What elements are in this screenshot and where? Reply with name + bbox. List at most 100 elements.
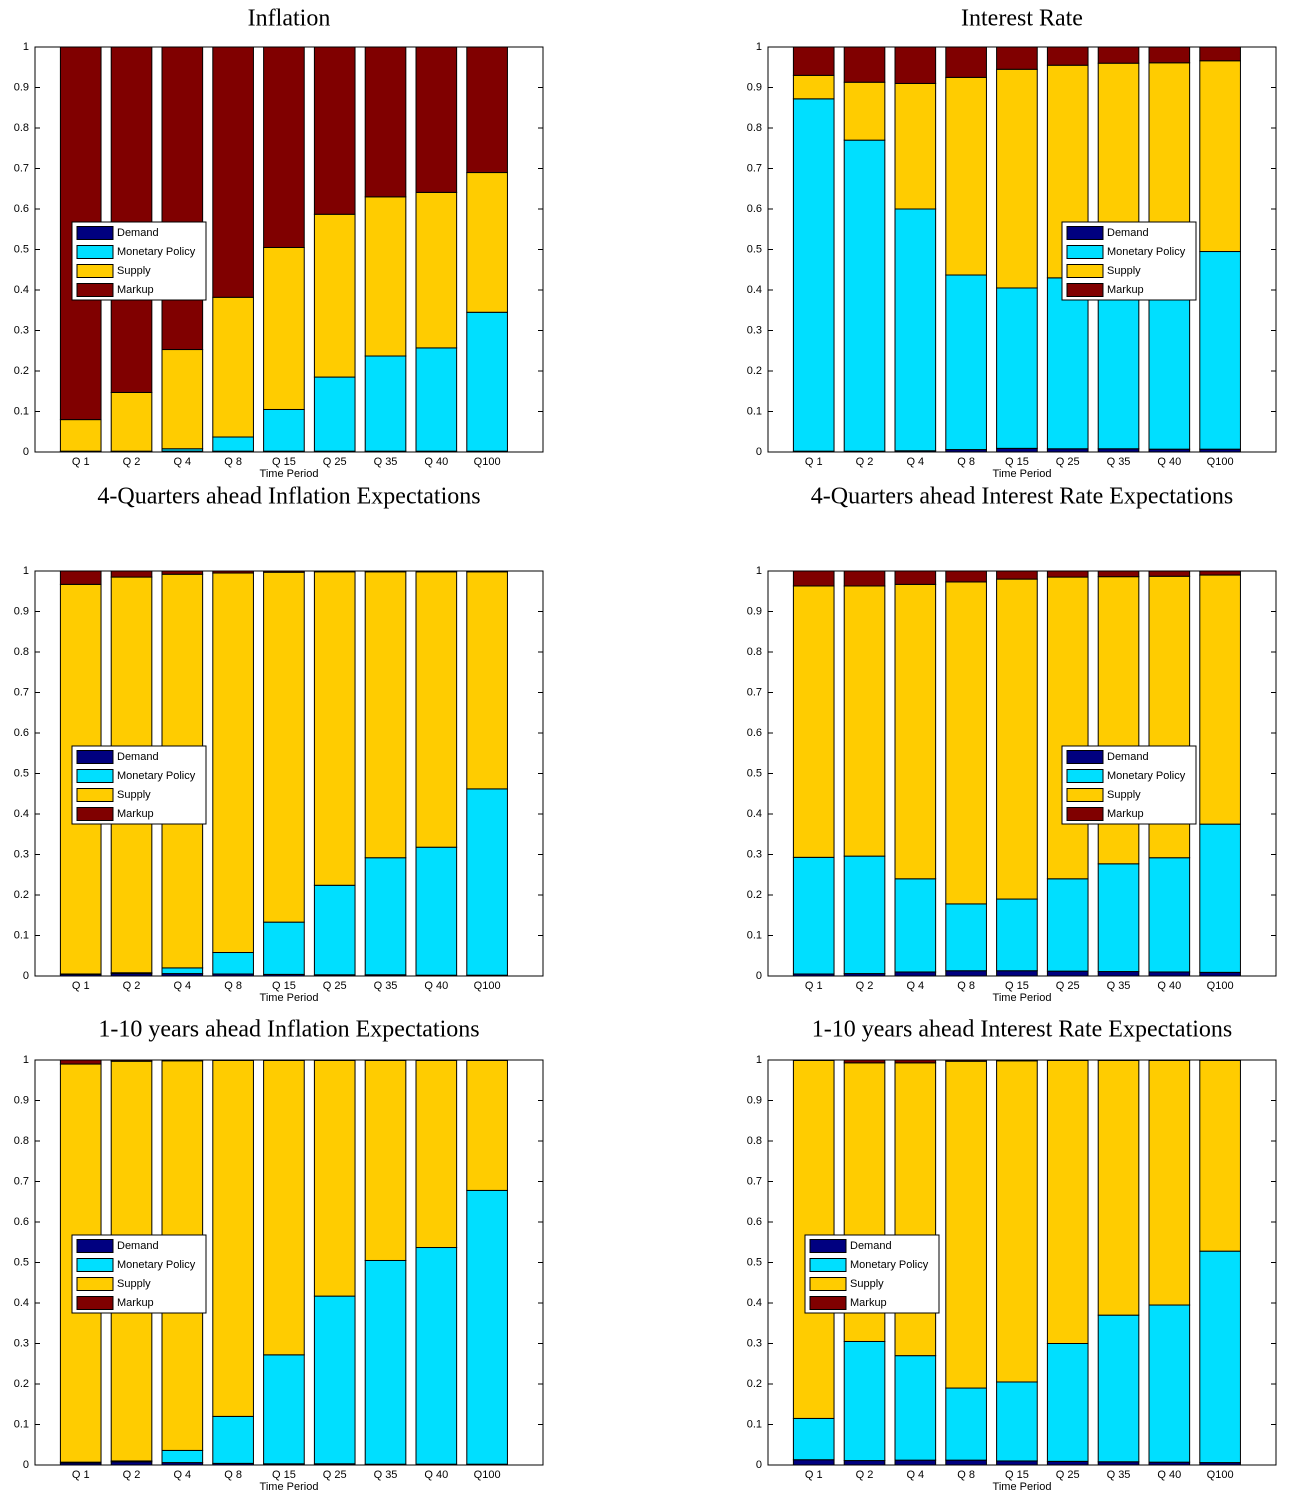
x-axis-label: Time Period [260,992,319,1004]
bar-segment [792,1459,835,1466]
bar-segment [894,971,937,977]
x-tick-label: Q 8 [957,456,975,468]
y-tick-label: 1 [23,41,29,53]
bar-segment [996,1060,1038,1383]
bar-segment [894,1459,937,1466]
bar-segment [1097,277,1140,450]
legend-label: Demand [117,1240,159,1252]
bar-segment [263,1059,305,1356]
bar-segment [843,585,886,857]
y-tick-label: 0.9 [14,1094,29,1106]
bar-segment [313,571,356,886]
x-tick-label: Q 40 [424,1469,448,1481]
bar-segment [415,846,458,976]
y-tick-label: 0.3 [747,848,762,860]
y-tick-label: 0.2 [14,889,29,901]
bar-segment [945,903,987,972]
y-tick-label: 0.9 [14,81,29,93]
legend-swatch [809,1296,847,1310]
y-tick-label: 0.7 [14,686,29,698]
legend-label: Monetary Policy [850,1259,929,1271]
y-tick-label: 0.5 [747,767,762,779]
chart-title: 1-10 years ahead Interest Rate Expectati… [812,1017,1233,1043]
y-tick-label: 0.8 [14,122,29,134]
bar-segment [212,572,254,954]
bar-segment [792,570,835,587]
legend-swatch [76,226,114,240]
bar-segment [1046,576,1089,880]
bar-segment [894,583,937,880]
x-tick-label: Q 35 [374,1469,398,1481]
bar-segment [1097,1059,1140,1316]
legend-swatch [1066,283,1104,297]
x-tick-label: Q 25 [1056,1469,1080,1481]
y-tick-label: 0.5 [747,1256,762,1268]
bar-segment [212,296,254,438]
legend-label: Monetary Policy [117,1259,196,1271]
legend-swatch [76,245,114,259]
y-tick-label: 0.8 [747,646,762,658]
bar-segment [792,1417,835,1461]
x-tick-label: Q 15 [1005,980,1029,992]
legend-swatch [76,788,114,802]
x-tick-label: Q 40 [1157,980,1181,992]
bar-segment [212,952,254,975]
y-tick-label: 0.2 [14,1378,29,1390]
x-tick-label: Q 2 [856,1469,874,1481]
x-tick-label: Q 8 [224,1469,242,1481]
y-tick-label: 0.7 [747,162,762,174]
bar-segment [792,585,835,858]
bar-segment [212,46,254,298]
legend-label: Supply [1107,789,1141,801]
panel: 4-Quarters ahead Inflation Expectations 0… [14,484,544,1004]
x-tick-label: Q 25 [323,1469,347,1481]
y-tick-label: 0.6 [14,1216,29,1228]
bar-segment [1046,1460,1089,1466]
bar-segment [1097,971,1140,977]
legend-swatch [809,1277,847,1291]
bar-segment [59,1059,102,1065]
bar-segment [263,46,305,248]
x-tick-label: Q 1 [72,980,90,992]
legend-swatch [809,1239,847,1253]
y-tick-label: 0.5 [14,1256,29,1268]
bar-segment [996,287,1038,449]
bar-segment [996,898,1038,972]
x-axis-label: Time Period [260,1481,319,1493]
y-tick-label: 0.9 [14,605,29,617]
x-tick-label: Q 1 [805,456,823,468]
y-tick-label: 0.4 [747,808,762,820]
bar-segment [364,196,407,357]
bar-segment [1199,1059,1241,1252]
legend-swatch [809,1258,847,1272]
bar-segment [945,1459,987,1466]
bar-segment [313,1059,356,1297]
y-tick-label: 0 [23,1459,29,1471]
bar-segment [313,376,356,452]
x-tick-label: Q 1 [72,456,90,468]
legend-label: Supply [850,1278,884,1290]
x-tick-label: Q 40 [1157,1469,1181,1481]
y-tick-label: 0 [756,1459,762,1471]
legend-swatch [76,1277,114,1291]
y-tick-label: 1 [756,565,762,577]
bar-segment [1046,570,1089,578]
x-tick-label: Q 8 [224,456,242,468]
y-tick-label: 0.1 [747,1418,762,1430]
y-tick-label: 0 [756,970,762,982]
panel: Interest Rate 0 0.1 0.2 0.3 0.4 0.5 0.6 0.7 0.8 0.… [747,6,1277,480]
x-tick-label: Q 8 [224,980,242,992]
bar-segment [894,82,937,210]
bar-segment [313,1295,356,1465]
bar-segment [894,878,937,973]
legend-label: Demand [850,1240,892,1252]
legend-label: Supply [117,789,151,801]
y-tick-label: 0.9 [747,81,762,93]
bar-segment [945,581,987,905]
bar-segment [313,213,356,378]
x-tick-label: Q100 [474,980,501,992]
legend-swatch [76,1296,114,1310]
x-tick-label: Q 2 [856,980,874,992]
x-tick-label: Q 2 [123,980,141,992]
x-axis-label: Time Period [993,1481,1052,1493]
